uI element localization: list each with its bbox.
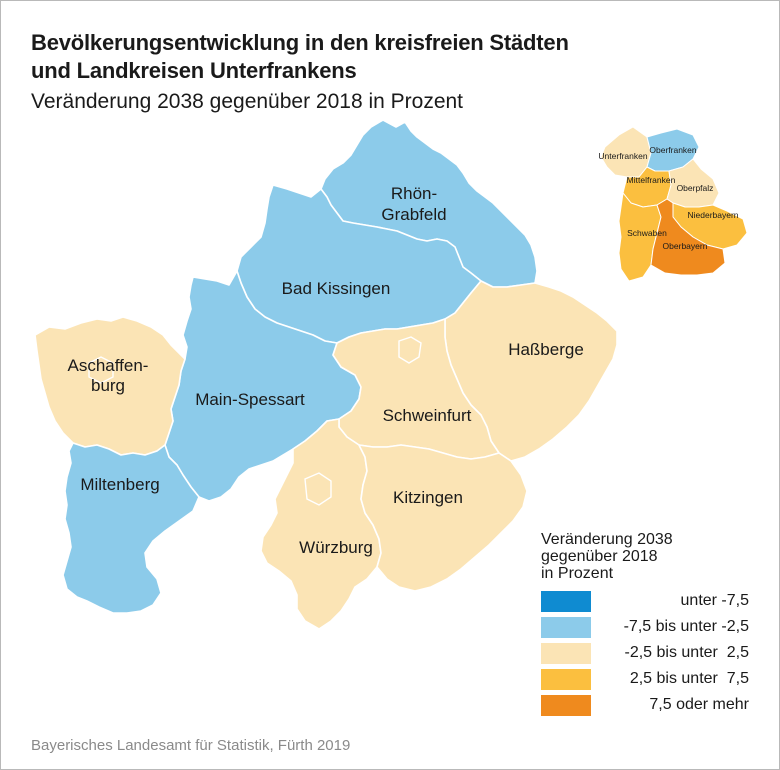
legend-title-line-1: Veränderung 2038: [541, 531, 673, 548]
legend-item: -2,5 bis unter 2,5: [541, 643, 761, 669]
city-outline-aschaffenburg: [88, 356, 114, 384]
legend-swatch: [541, 643, 591, 664]
label-wuerzburg: Würzburg: [299, 538, 373, 557]
label-bad-kissingen: Bad Kissingen: [282, 279, 391, 298]
inset-label-niederbayern: Niederbayern: [687, 210, 738, 220]
inset-schwaben: [618, 192, 662, 282]
label-kitzingen: Kitzingen: [393, 488, 463, 507]
inset-label-mittelfranken: Mittelfranken: [627, 175, 676, 185]
bavaria-inset: [600, 126, 748, 282]
map-title: Bevölkerungsentwicklung in den kreisfrei…: [31, 29, 569, 85]
region-kitzingen: [358, 444, 528, 592]
region-aschaffenburg: [34, 316, 186, 456]
legend: Veränderung 2038 gegenüber 2018 in Proze…: [541, 531, 761, 721]
inset-oberbayern: [650, 198, 726, 276]
legend-item: 2,5 bis unter 7,5: [541, 669, 761, 695]
label-rhoen-grabfeld-2: Grabfeld: [381, 205, 446, 224]
city-outline-schweinfurt: [398, 336, 422, 364]
title-line-2: und Landkreisen Unterfrankens: [31, 58, 357, 83]
inset-label-schwaben: Schwaben: [627, 228, 667, 238]
legend-title: Veränderung 2038 gegenüber 2018 in Proze…: [541, 531, 761, 582]
legend-swatch: [541, 617, 591, 638]
legend-swatch: [541, 591, 591, 612]
region-miltenberg: [62, 442, 200, 614]
map-subtitle: Veränderung 2038 gegenüber 2018 in Proze…: [31, 90, 464, 113]
legend-label: -2,5 bis unter 2,5: [624, 644, 749, 661]
legend-items: unter -7,5 -7,5 bis unter -2,5 -2,5 bis …: [541, 591, 761, 721]
legend-label: unter -7,5: [680, 592, 749, 609]
city-outline-wuerzburg: [304, 472, 332, 506]
inset-label-oberbayern: Oberbayern: [663, 241, 708, 251]
inset-label-oberfranken: Oberfranken: [649, 145, 697, 155]
label-aschaffenburg-2: burg: [91, 376, 125, 395]
legend-item: unter -7,5: [541, 591, 761, 617]
legend-title-line-3: in Prozent: [541, 565, 614, 582]
legend-item: -7,5 bis unter -2,5: [541, 617, 761, 643]
legend-label: 7,5 oder mehr: [649, 696, 749, 713]
legend-swatch: [541, 695, 591, 716]
title-line-1: Bevölkerungsentwicklung in den kreisfrei…: [31, 30, 569, 55]
legend-title-line-2: gegenüber 2018: [541, 548, 658, 565]
legend-swatch: [541, 669, 591, 690]
label-hassberge: Haßberge: [508, 340, 584, 359]
label-miltenberg: Miltenberg: [80, 475, 159, 494]
city-outlines: [88, 336, 422, 506]
legend-item: 7,5 oder mehr: [541, 695, 761, 721]
label-aschaffenburg-1: Aschaffen-: [68, 356, 149, 375]
legend-label: -7,5 bis unter -2,5: [623, 618, 749, 635]
label-main-spessart: Main-Spessart: [195, 390, 305, 409]
label-rhoen-grabfeld-1: Rhön-: [391, 184, 437, 203]
source-note: Bayerisches Landesamt für Statistik, Für…: [31, 737, 351, 754]
inset-label-oberpfalz: Oberpfalz: [677, 183, 714, 193]
label-schweinfurt: Schweinfurt: [383, 406, 472, 425]
inset-label-unterfranken: Unterfranken: [598, 151, 647, 161]
legend-label: 2,5 bis unter 7,5: [629, 670, 749, 687]
